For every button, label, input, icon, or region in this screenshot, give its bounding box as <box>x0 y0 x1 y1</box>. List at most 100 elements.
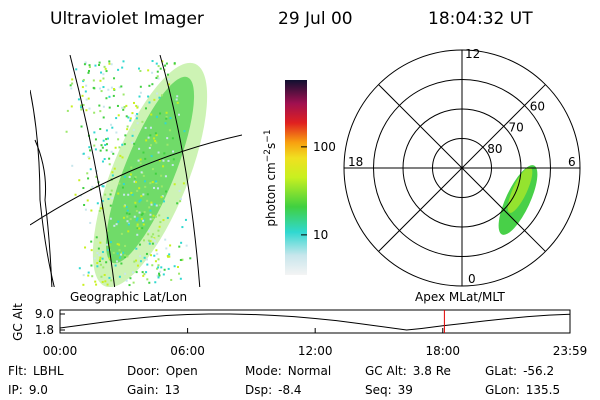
x-tick-label: 06:00 <box>170 344 205 358</box>
speckle <box>95 283 98 286</box>
speckle <box>160 266 163 269</box>
title: Ultraviolet Imager <box>50 9 204 29</box>
speckle <box>155 249 158 252</box>
speckle <box>107 197 110 200</box>
speckle <box>88 64 91 67</box>
speckle <box>122 108 125 111</box>
speckle <box>166 137 169 140</box>
speckle <box>121 251 124 254</box>
speckle <box>101 257 104 260</box>
speckle <box>99 207 102 210</box>
x-tick-label: 23:59 <box>553 344 588 358</box>
speckle <box>151 83 154 86</box>
speckle <box>98 61 101 64</box>
meridian <box>69 55 116 287</box>
speckle <box>162 200 165 203</box>
speckle <box>125 115 128 118</box>
speckle <box>161 195 164 198</box>
speckle <box>158 274 161 277</box>
speckle <box>150 201 153 204</box>
speckle <box>147 69 150 72</box>
speckle <box>177 113 180 116</box>
speckle <box>71 164 74 167</box>
speckle <box>133 215 136 218</box>
label-sup: −2 <box>263 149 273 162</box>
speckle <box>95 236 98 239</box>
altitude-line <box>59 313 571 331</box>
info-label: GLat: <box>485 364 517 378</box>
speckle <box>182 182 185 185</box>
speckle <box>102 105 105 108</box>
speckle <box>153 203 156 206</box>
speckle <box>116 104 119 107</box>
speckle <box>113 167 116 170</box>
speckle <box>151 217 154 220</box>
speckle <box>87 271 90 274</box>
speckle <box>122 183 125 186</box>
speckle <box>146 278 149 281</box>
speckle <box>105 149 108 152</box>
speckle <box>118 243 121 246</box>
speckle <box>93 111 96 114</box>
speckle <box>150 113 153 116</box>
speckle <box>115 117 118 120</box>
speckle <box>90 264 93 267</box>
speckle <box>113 224 116 227</box>
speckle <box>154 139 157 142</box>
speckle <box>107 88 110 91</box>
speckle <box>120 85 123 88</box>
speckle <box>105 143 108 146</box>
info-field: Mode: Normal <box>245 364 331 378</box>
speckle <box>173 183 176 186</box>
speckle <box>125 205 128 208</box>
speckle <box>98 87 101 90</box>
speckle <box>164 238 167 241</box>
speckle <box>99 128 102 131</box>
speckle <box>149 240 152 243</box>
speckle <box>142 151 145 154</box>
speckle <box>91 185 94 188</box>
speckle <box>136 217 139 220</box>
speckle <box>104 193 107 196</box>
speckle <box>139 260 142 263</box>
info-field: Door: Open <box>127 364 198 378</box>
speckle <box>150 235 153 238</box>
y-tick-label: 9.0 <box>35 307 54 321</box>
speckle <box>118 86 121 89</box>
speckle <box>123 143 126 146</box>
speckle <box>93 144 96 147</box>
speckle <box>145 258 148 261</box>
polar-spoke <box>378 84 463 169</box>
speckle <box>135 247 138 250</box>
speckle <box>71 82 74 85</box>
speckle <box>82 78 85 81</box>
speckle <box>126 128 129 131</box>
label-text: s <box>264 143 278 149</box>
polar-spoke <box>461 84 546 169</box>
speckle <box>146 263 149 266</box>
speckle <box>95 175 98 178</box>
speckle <box>141 271 144 274</box>
speckle <box>157 276 160 279</box>
speckle <box>162 165 165 168</box>
speckle <box>111 197 114 200</box>
speckle <box>117 68 120 71</box>
speckle <box>126 209 129 212</box>
polar-spoke <box>461 167 546 252</box>
speckle <box>123 175 126 178</box>
speckle <box>80 125 83 128</box>
speckle <box>120 253 123 256</box>
speckle <box>125 212 128 215</box>
info-value: 9.0 <box>29 383 48 397</box>
speckle <box>141 212 144 215</box>
speckle <box>179 200 182 203</box>
info-field: GLat: -56.2 <box>485 364 554 378</box>
speckle <box>136 226 139 229</box>
speckle <box>80 108 83 111</box>
speckle <box>106 137 109 140</box>
speckle <box>116 252 119 255</box>
speckle <box>135 104 138 107</box>
speckle <box>180 241 183 244</box>
speckle <box>121 106 124 109</box>
